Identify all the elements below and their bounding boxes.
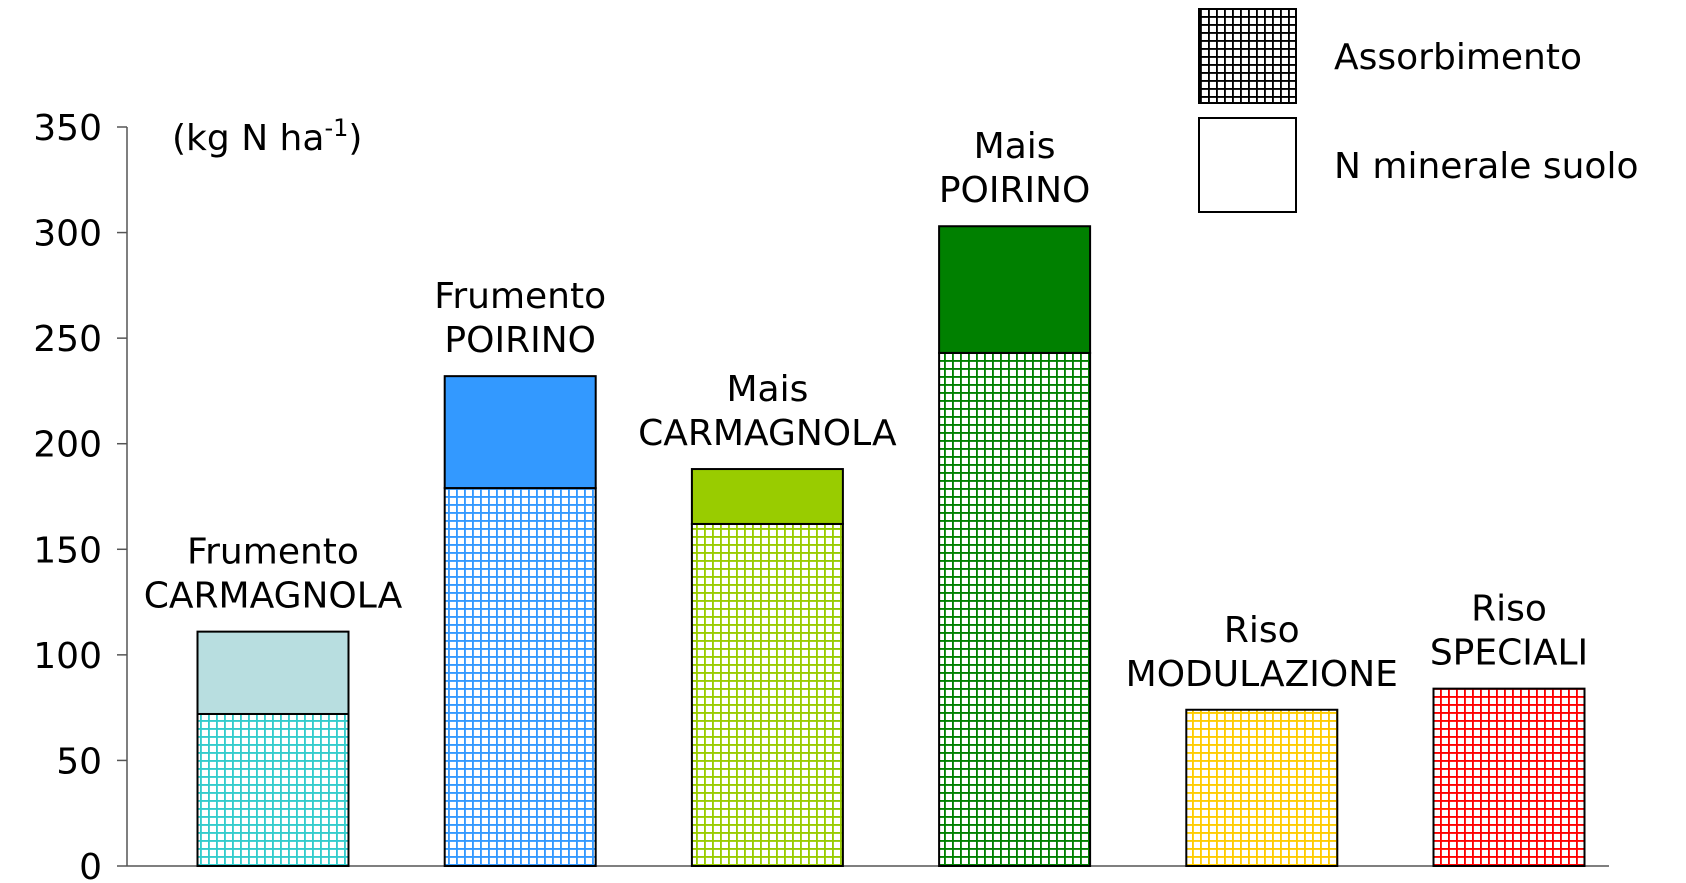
category-label: CARMAGNOLA — [638, 413, 897, 454]
y-tick-label: 50 — [56, 741, 102, 782]
unit-text: (kg N ha — [172, 118, 324, 159]
unit-text: ) — [348, 118, 362, 159]
y-tick-label: 150 — [33, 530, 102, 571]
y-tick-label: 100 — [33, 636, 102, 677]
unit-label: (kg N ha-1) — [172, 114, 362, 159]
bar-segment — [196, 712, 350, 868]
bar-segment — [443, 487, 597, 867]
bar-segment — [938, 225, 1092, 354]
legend-label: N minerale suolo — [1334, 146, 1639, 187]
category-label: CARMAGNOLA — [144, 576, 403, 617]
y-tick-label: 200 — [33, 425, 102, 466]
category-label: Mais — [726, 369, 808, 410]
bar-segment — [690, 522, 844, 867]
category-label: Mais — [974, 126, 1056, 167]
bar-segment — [1432, 687, 1586, 868]
category-label: Frumento — [187, 532, 359, 573]
category-label: Riso — [1471, 589, 1547, 630]
category-label: POIRINO — [444, 320, 596, 361]
y-tick-label: 350 — [33, 108, 102, 149]
category-label: Frumento — [434, 276, 606, 317]
bar-segment — [690, 468, 844, 525]
bar-segment — [938, 351, 1092, 867]
category-label: POIRINO — [939, 170, 1091, 211]
category-label: Riso — [1224, 610, 1300, 651]
unit-sup: -1 — [324, 114, 348, 142]
legend-swatch — [1198, 117, 1297, 213]
category-label: MODULAZIONE — [1126, 654, 1398, 695]
category-label: SPECIALI — [1430, 633, 1588, 674]
y-tick-label: 250 — [33, 319, 102, 360]
y-tick-label: 300 — [33, 214, 102, 255]
legend-label: Assorbimento — [1334, 37, 1582, 78]
y-tick-label: 0 — [79, 847, 102, 883]
legend-swatch — [1198, 8, 1297, 104]
bar-segment — [1185, 708, 1339, 867]
bar-segment — [443, 375, 597, 490]
bar-segment — [196, 630, 350, 715]
